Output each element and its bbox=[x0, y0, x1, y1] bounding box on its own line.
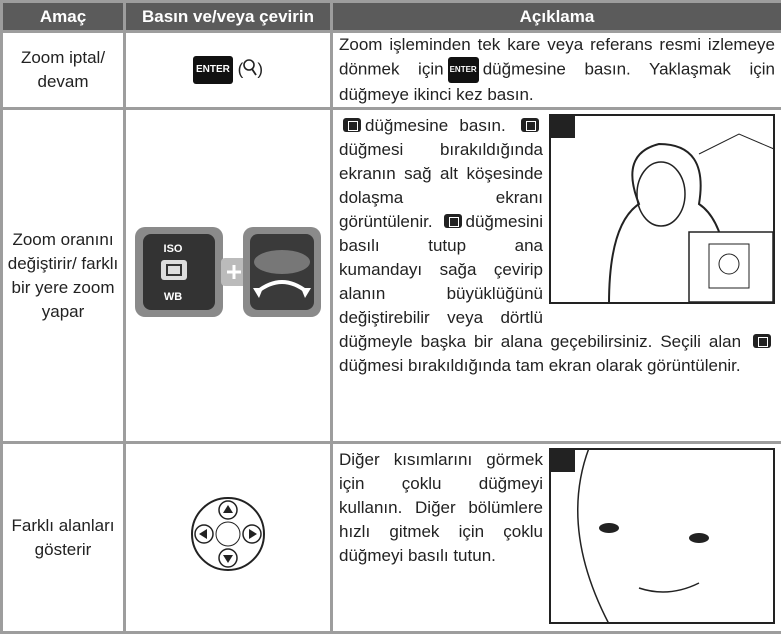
icon bbox=[521, 118, 539, 132]
screen-image bbox=[549, 114, 775, 304]
text: Diğer kısımlarını görmek için çoklu düğm… bbox=[339, 450, 543, 565]
goal: Farklı alanları gösterir bbox=[2, 443, 125, 633]
enter-icon: ENTER bbox=[193, 56, 233, 84]
iso-label: ISO bbox=[164, 243, 183, 255]
row: Farklı alanları gösterir Diğer kısımları… bbox=[2, 443, 781, 633]
text: düğmesi bırakıldığında tam ekran olarak … bbox=[339, 356, 741, 375]
icon bbox=[753, 334, 771, 348]
goal: Zoom oranını değiştirir/ farklı bir yere… bbox=[2, 109, 125, 443]
button-graphic: ISO WB bbox=[133, 222, 323, 322]
screen-image bbox=[549, 448, 775, 624]
icon bbox=[343, 118, 361, 132]
row: Zoom oranını değiştirir/ farklı bir yere… bbox=[2, 109, 781, 443]
control: ISO WB bbox=[125, 109, 332, 443]
header-cell: Açıklama bbox=[332, 2, 781, 32]
enter-icon: ENTER bbox=[448, 57, 479, 83]
paren: ) bbox=[257, 59, 263, 78]
row: Zoom iptal/ devam ENTER () Zoom işlemind… bbox=[2, 32, 781, 109]
header-cell: Basın ve/veya çevirin bbox=[125, 2, 332, 32]
header-row: Amaç Basın ve/veya çevirin Açıklama bbox=[2, 2, 781, 32]
icon bbox=[444, 214, 462, 228]
description: Diğer kısımlarını görmek için çoklu düğm… bbox=[332, 443, 781, 633]
control bbox=[125, 443, 332, 633]
description: Zoom işleminden tek kare veya referans r… bbox=[332, 32, 781, 109]
header-cell: Amaç bbox=[2, 2, 125, 32]
description: düğmesine basın. düğmesi bırakıldığında … bbox=[332, 109, 781, 443]
multi-selector bbox=[188, 494, 268, 574]
zoom-icon bbox=[243, 59, 257, 77]
text: düğmesine basın. bbox=[365, 116, 506, 135]
control: ENTER () bbox=[125, 32, 332, 109]
goal: Zoom iptal/ devam bbox=[2, 32, 125, 109]
wb-label: WB bbox=[164, 291, 182, 303]
